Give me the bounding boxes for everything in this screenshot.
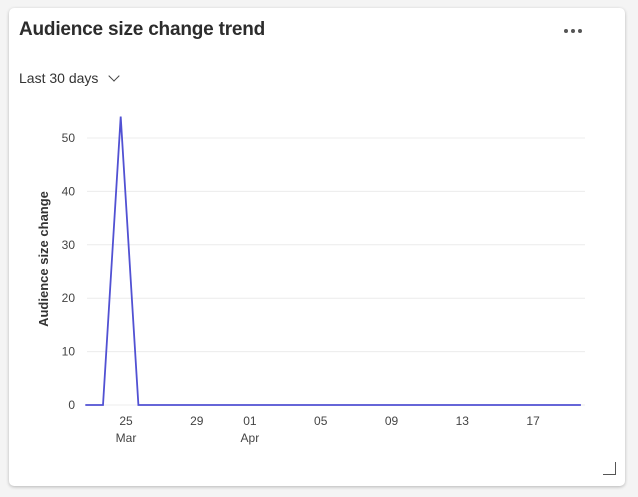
y-tick-label: 40: [62, 184, 76, 198]
widget-title: Audience size change trend: [19, 19, 266, 40]
x-tick-month-label: Apr: [241, 431, 260, 445]
x-tick-label: 29: [190, 414, 204, 428]
more-options-icon[interactable]: [560, 22, 586, 40]
y-tick-label: 20: [62, 291, 76, 305]
y-axis-label: Audience size change: [36, 191, 51, 327]
y-tick-label: 50: [62, 131, 76, 145]
y-tick-label: 30: [62, 238, 76, 252]
y-tick-label: 10: [62, 345, 76, 359]
x-tick-label: 17: [526, 414, 540, 428]
x-tick-label: 01: [243, 414, 257, 428]
x-tick-label: 13: [456, 414, 470, 428]
series-line: [85, 116, 581, 406]
x-tick-label: 25: [119, 414, 133, 428]
x-tick-label: 09: [385, 414, 399, 428]
date-range-dropdown[interactable]: Last 30 days: [19, 69, 121, 86]
x-tick-label: 05: [314, 414, 328, 428]
resize-handle-icon[interactable]: [603, 462, 616, 475]
date-range-label: Last 30 days: [19, 70, 99, 86]
audience-trend-card: [9, 8, 625, 486]
y-tick-label: 0: [68, 398, 75, 412]
x-tick-month-label: Mar: [116, 431, 137, 445]
